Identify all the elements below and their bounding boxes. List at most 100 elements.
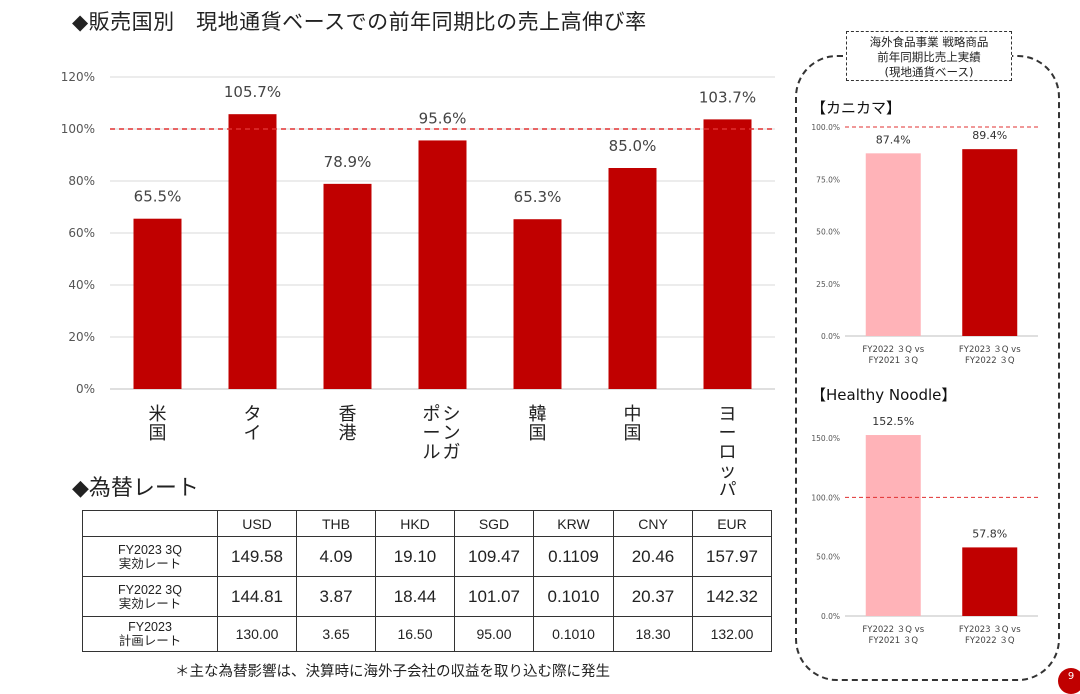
x-tick-char: ン	[443, 423, 461, 444]
x-tick-char: ヨ	[719, 404, 737, 425]
x-tick-label: FY2021 ３Q	[868, 636, 918, 646]
fx-row-label-line2: 計画レート	[118, 634, 182, 648]
x-tick-char: ー	[719, 423, 737, 444]
sales-growth-by-country-chart: 0% 20% 40% 60% 80% 100% 120% 65.5% 米国 105.7% タイ 78.…	[61, 70, 775, 495]
data-label: 78.9%	[324, 153, 372, 171]
fx-row-label: FY2022 3Q 実効レート	[82, 576, 218, 617]
fx-cell: 20.46	[613, 536, 693, 577]
x-tick-label: FY2022 ３Q	[965, 636, 1015, 646]
bar	[513, 219, 562, 389]
x-tick-char: ル	[423, 442, 441, 463]
page-title: ◆販売国別 現地通貨ベースでの前年同期比の売上高伸び率	[72, 10, 647, 34]
y-tick-label: 75.0%	[816, 175, 840, 184]
fx-row-label-line2: 実効レート	[118, 556, 182, 571]
bar	[865, 435, 921, 616]
data-label: 65.3%	[514, 188, 562, 206]
bar	[323, 183, 372, 389]
data-label: 105.7%	[224, 83, 281, 101]
data-label: 89.4%	[972, 129, 1007, 142]
y-tick-label: 100%	[61, 122, 95, 136]
fx-cell: 144.81	[217, 576, 297, 617]
fx-cell: 16.50	[375, 616, 455, 652]
x-tick-char: 中	[624, 404, 642, 425]
x-tick-label: FY2023 ３Q vs	[959, 345, 1021, 355]
bar	[133, 218, 182, 389]
fx-cell: 109.47	[454, 536, 534, 577]
bar	[865, 153, 921, 336]
fx-cell: 3.87	[296, 576, 376, 617]
heading-line-3: (現地通貨ベース)	[884, 65, 974, 79]
heading-line-1: 海外食品事業 戦略商品	[869, 35, 989, 49]
x-tick-label: FY2021 ３Q	[868, 356, 918, 366]
data-label: 57.8%	[972, 527, 1007, 540]
y-tick-label: 120%	[61, 70, 95, 84]
x-tick-label: FY2022 ３Q vs	[862, 625, 924, 635]
y-tick-label: 100.0%	[811, 493, 840, 502]
data-label: 85.0%	[609, 137, 657, 155]
kanikama-title: 【カニカマ】	[811, 99, 902, 117]
y-tick-label: 80%	[68, 174, 95, 188]
fx-cell: 101.07	[454, 576, 534, 617]
fx-row-label-line1: FY2022 3Q	[118, 582, 182, 597]
x-tick-label: FY2022 ３Q vs	[862, 345, 924, 355]
fx-row-label: FY2023 3Q 実効レート	[82, 536, 218, 577]
fx-cell: 18.44	[375, 576, 455, 617]
data-label: 65.5%	[134, 188, 182, 206]
fx-header-krw: KRW	[533, 510, 614, 537]
x-tick-char: タ	[244, 404, 262, 425]
bar	[228, 114, 277, 390]
fx-cell: 0.1010	[533, 576, 614, 617]
x-tick-char: ッ	[719, 461, 737, 482]
fx-row-label-line1: FY2023 3Q	[118, 542, 182, 557]
x-tick-char: 国	[624, 423, 642, 444]
fx-row-fy2023-plan: FY2023 計画レート 130.00 3.65 16.50 95.00 0.10…	[82, 616, 772, 652]
fx-cell: 0.1010	[533, 616, 614, 652]
fx-cell: 130.00	[217, 616, 297, 652]
fx-row-label-line1: FY2023	[128, 620, 172, 634]
healthy-noodle-chart: 0.0%50.0%100.0%150.0%152.5%FY2022 ３Q vsF…	[811, 415, 1038, 646]
fx-cell: 20.37	[613, 576, 693, 617]
y-tick-label: 50.0%	[816, 553, 840, 562]
y-tick-label: 0%	[76, 382, 95, 396]
x-tick-char: ー	[423, 423, 441, 444]
fx-cell: 132.00	[692, 616, 772, 652]
fx-cell: 0.1109	[533, 536, 614, 577]
fx-row-label: FY2023 計画レート	[82, 616, 218, 652]
fx-footnote: ＊主な為替影響は、決算時に海外子会社の収益を取り込む際に発生	[175, 664, 610, 680]
fx-section-title: ◆為替レート	[72, 476, 199, 501]
x-tick-char: 国	[529, 423, 547, 444]
data-label: 103.7%	[699, 88, 756, 106]
x-tick-char: 韓	[529, 404, 547, 425]
bar	[962, 149, 1018, 336]
y-tick-label: 0.0%	[821, 332, 840, 341]
y-tick-label: 150.0%	[811, 434, 840, 443]
x-tick-label: FY2022 ３Q	[965, 356, 1015, 366]
y-tick-label: 50.0%	[816, 228, 840, 237]
fx-cell: 4.09	[296, 536, 376, 577]
data-label: 87.4%	[876, 133, 911, 146]
x-tick-char: 国	[149, 423, 167, 444]
fx-cell: 149.58	[217, 536, 297, 577]
fx-cell: 18.30	[613, 616, 693, 652]
page-number: 9	[1058, 668, 1080, 694]
strategic-products-heading: 海外食品事業 戦略商品 前年同期比売上実績 (現地通貨ベース)	[846, 31, 1012, 81]
x-tick-char: パ	[719, 480, 737, 495]
x-tick-char: ポ	[423, 404, 441, 425]
healthy-noodle-title: 【Healthy Noodle】	[811, 386, 957, 404]
fx-header-thb: THB	[296, 510, 376, 537]
heading-line-2: 前年同期比売上実績	[877, 50, 981, 64]
x-tick-char: 米	[149, 404, 167, 425]
fx-cell: 157.97	[692, 536, 772, 577]
fx-row-fy2022-3q: FY2022 3Q 実効レート 144.81 3.87 18.44 101.07 …	[82, 576, 772, 617]
y-tick-label: 0.0%	[821, 612, 840, 621]
fx-header-cell-0	[82, 510, 218, 537]
fx-header-hkd: HKD	[375, 510, 455, 537]
fx-cell: 95.00	[454, 616, 534, 652]
fx-cell: 19.10	[375, 536, 455, 577]
data-label: 152.5%	[872, 415, 914, 428]
y-tick-label: 25.0%	[816, 280, 840, 289]
y-tick-label: 40%	[68, 278, 95, 292]
bar	[962, 547, 1018, 616]
y-tick-label: 20%	[68, 330, 95, 344]
x-tick-char: ロ	[719, 442, 737, 463]
